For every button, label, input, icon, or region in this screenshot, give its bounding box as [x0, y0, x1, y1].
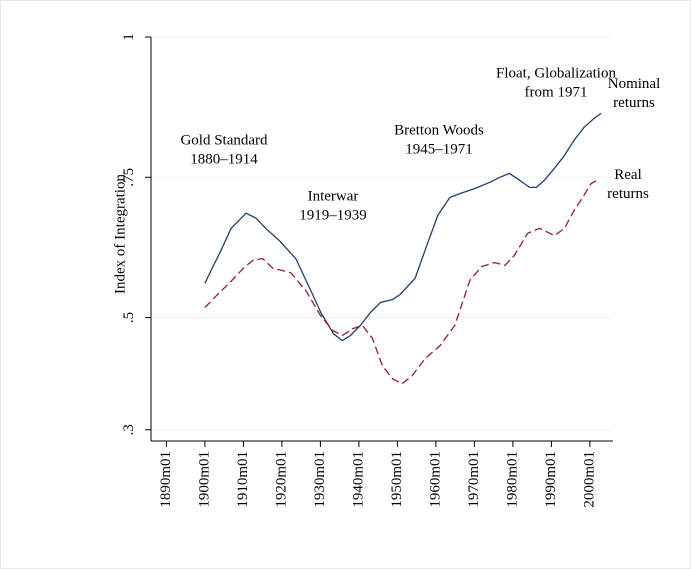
x-tick-label: 1970m01 — [466, 451, 482, 508]
x-tick-label: 1890m01 — [158, 451, 174, 508]
series-label: Nominal returns — [607, 76, 661, 111]
x-tick-label: 1960m01 — [427, 451, 443, 508]
x-tick-label: 1980m01 — [504, 451, 520, 508]
y-axis-label: Index of Integration — [112, 174, 128, 294]
y-tick-label: .75 — [121, 168, 137, 187]
x-tick-label: 1910m01 — [235, 451, 251, 508]
x-tick-label: 1900m01 — [196, 451, 212, 508]
x-tick-label: 1930m01 — [312, 451, 328, 508]
y-tick-label: 1 — [121, 33, 137, 41]
series-line — [204, 179, 598, 385]
x-tick-label: 1950m01 — [389, 451, 405, 508]
annotation: from 1971 — [525, 84, 588, 100]
annotation: Interwar — [308, 188, 359, 204]
annotation: Gold Standard — [180, 132, 268, 148]
annotation: 1919–1939 — [299, 207, 367, 223]
annotation: 1945–1971 — [405, 141, 473, 157]
annotation: 1880–1914 — [190, 151, 258, 167]
x-tick-label: 1940m01 — [350, 451, 366, 508]
x-tick-label: 1990m01 — [543, 451, 559, 508]
series-line — [204, 112, 602, 342]
annotation: Bretton Woods — [394, 122, 484, 138]
series-label: Real returns — [607, 167, 649, 202]
y-tick-label: .5 — [121, 312, 137, 323]
x-tick-label: 1920m01 — [273, 451, 289, 508]
y-tick-label: .3 — [121, 424, 137, 435]
annotation: Float, Globalization — [496, 65, 616, 81]
x-tick-label: 2000m01 — [581, 451, 597, 508]
